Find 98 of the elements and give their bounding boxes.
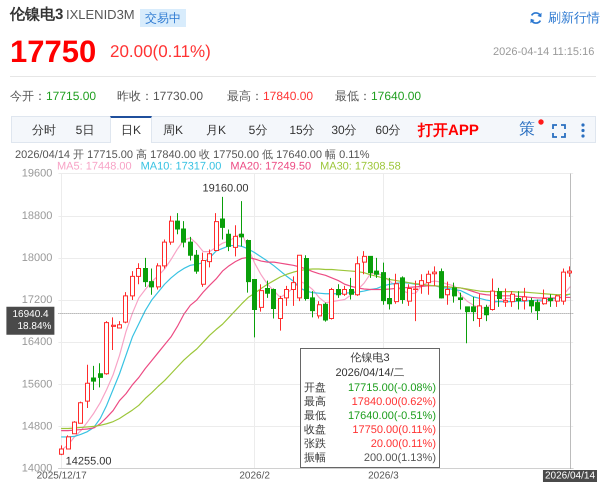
candlestick <box>220 196 225 240</box>
y-tick-label: 17200 <box>22 294 52 306</box>
annotation: 最高 <box>304 395 326 409</box>
annotation: 19160.00 <box>202 182 248 194</box>
annotation: 振幅 <box>304 451 326 465</box>
text: 17840.00 <box>263 89 314 104</box>
candlestick <box>477 294 482 328</box>
text: 最高： <box>227 89 263 104</box>
candlestick <box>362 250 367 275</box>
candlestick <box>233 224 238 257</box>
candlestick <box>452 282 457 304</box>
text: 刷新行情 <box>548 10 600 26</box>
candlestick <box>445 281 450 306</box>
candlestick <box>104 320 109 376</box>
chart-subtitle: IXLENID3M <box>66 7 135 23</box>
candlestick <box>342 285 347 296</box>
annotation: 张跌 <box>304 437 326 451</box>
annotation: 2026/04/14/二 <box>335 366 405 381</box>
candlestick <box>542 289 547 306</box>
text: 日K <box>120 123 142 138</box>
text: 60分 <box>375 123 401 138</box>
candlestick <box>336 284 341 298</box>
annotation: 17840.00(0.62%) <box>352 395 436 409</box>
annotation: 200.00(1.13%) <box>364 451 436 465</box>
text: 17715.00 <box>46 89 96 104</box>
candlestick <box>503 288 508 308</box>
annotation: 20.00(0.11%) <box>370 437 436 451</box>
candlestick <box>497 287 502 308</box>
x-tick-label: 2026/3 <box>368 470 400 482</box>
candlestick <box>522 287 527 310</box>
text: 今开： <box>10 89 46 104</box>
x-tick-label: 2026/04/14 <box>544 470 596 482</box>
text: 2026/04/14 开 17715.00 高 17840.00 收 17750.00 低 17640.00 幅 0.11% <box>15 149 370 162</box>
y-tick-label: 19600 <box>22 168 52 180</box>
annotation: 17640.00(-0.51%) <box>348 409 436 423</box>
annotation: 14255.00 <box>66 456 112 468</box>
text: 交易中 <box>140 9 186 27</box>
text: MA10: 17317.00 <box>140 160 222 172</box>
text: MA5: 17448.00 <box>57 160 132 172</box>
text: MA30: 17308.58 <box>320 160 401 172</box>
text: 2026-04-14 11:15:16 <box>493 46 594 59</box>
annotation: 收盘 <box>304 423 326 437</box>
candlestick <box>259 284 264 312</box>
candlestick <box>516 290 521 310</box>
candlestick <box>323 302 328 322</box>
y-tick-label: 14800 <box>22 420 52 432</box>
text: 17640.00 <box>371 89 422 104</box>
text: 昨收： <box>117 89 153 104</box>
candlestick <box>419 274 424 294</box>
text: 30分 <box>331 123 357 138</box>
candlestick <box>490 278 495 312</box>
x-tick-label: 2025/12/17 <box>36 470 88 482</box>
candlestick <box>439 268 444 299</box>
chart-title: 伦镍电3 <box>10 6 64 24</box>
candlestick <box>329 287 334 320</box>
annotation: 17750.00(0.11%) <box>352 423 436 437</box>
candlestick <box>98 362 103 388</box>
candlestick <box>458 292 463 310</box>
y-tick-label: 15600 <box>22 378 52 390</box>
text: 策 <box>519 121 535 140</box>
candlestick <box>59 444 64 456</box>
candlestick <box>214 212 219 252</box>
candlestick <box>91 365 96 391</box>
candlestick <box>239 200 244 247</box>
text: 分时 <box>32 123 56 138</box>
candlestick <box>226 229 231 252</box>
y-tick-label: 16400 <box>22 336 52 348</box>
text: 5分 <box>248 123 268 138</box>
text: 周K <box>162 123 184 138</box>
candlestick <box>484 304 489 322</box>
annotation: 伦镍电3 <box>350 351 390 366</box>
annotation: 开盘 <box>304 381 326 395</box>
candlestick <box>548 294 553 308</box>
text: 15分 <box>289 123 315 138</box>
annotation: 最低 <box>304 409 326 423</box>
candlestick <box>355 256 360 296</box>
candlestick <box>85 364 90 408</box>
text: 打开APP <box>418 122 479 140</box>
x-tick-label: 2026/2 <box>239 470 270 482</box>
text: 17750 <box>10 34 96 70</box>
annotation: 17715.00(-0.08%) <box>348 381 436 395</box>
text: MA20: 17249.50 <box>230 160 312 172</box>
ref-line-label: 16940.4 18.84% <box>12 309 52 332</box>
candlestick <box>349 277 354 300</box>
text: 最低： <box>335 89 371 104</box>
candlestick <box>169 215 174 246</box>
candlestick <box>317 300 322 319</box>
y-tick-label: 18000 <box>22 252 52 264</box>
candlestick <box>123 292 128 324</box>
text: 17730.00 <box>153 89 204 104</box>
candlestick <box>510 290 515 308</box>
candlestick <box>394 273 399 304</box>
y-tick-label: 18800 <box>22 210 52 222</box>
text: 20.00(0.11%) <box>110 42 211 62</box>
text: 5日 <box>76 123 94 138</box>
text: 月K <box>206 123 226 138</box>
candlestick <box>66 434 71 450</box>
candlestick <box>400 276 405 304</box>
